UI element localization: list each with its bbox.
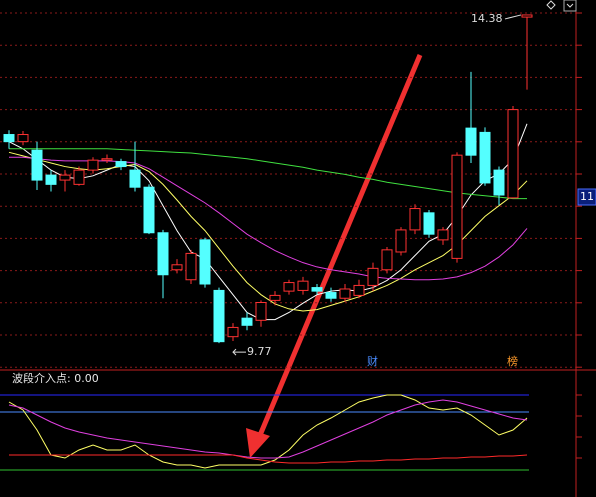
- annotation-arrow: [255, 54, 423, 441]
- candle-body: [45, 174, 57, 185]
- candle-body: [31, 149, 43, 181]
- candle-body: [185, 252, 197, 281]
- max-pointer: [504, 14, 522, 20]
- candle-body: [325, 292, 337, 299]
- candle-body: [479, 131, 491, 184]
- candle-body: [395, 229, 407, 253]
- candle-body: [199, 239, 211, 285]
- candle-body: [171, 264, 183, 271]
- candle-body: [521, 14, 533, 18]
- candle-body: [73, 169, 85, 185]
- candle-body: [101, 158, 113, 161]
- candle-body: [227, 326, 239, 338]
- window-button[interactable]: [563, 0, 577, 12]
- candle-body: [17, 134, 29, 143]
- candle-body: [59, 174, 71, 181]
- candle-body: [409, 208, 421, 231]
- candle-body: [213, 289, 225, 343]
- button-icon: [566, 3, 574, 8]
- max-label: 14.38: [471, 12, 503, 25]
- min-label: 9.77: [247, 345, 272, 358]
- candle-body: [157, 232, 169, 276]
- price-tag: 11: [580, 190, 594, 203]
- candle-body: [507, 109, 519, 199]
- marker: 榜: [507, 354, 518, 368]
- candle-body: [493, 169, 505, 196]
- candle-body: [143, 186, 155, 234]
- candle-body: [283, 282, 295, 292]
- candle-body: [269, 294, 281, 301]
- candle-body: [3, 134, 15, 143]
- line-series: [9, 148, 527, 200]
- candle-body: [437, 229, 449, 241]
- arrow-head: [246, 428, 270, 458]
- candle-body: [241, 317, 253, 326]
- diamond-icon: [546, 0, 556, 10]
- indicator-title: 波段介入点: 0.00: [12, 371, 99, 385]
- candle-body: [353, 284, 365, 296]
- candle-body: [87, 159, 99, 171]
- marker: 财: [367, 354, 378, 368]
- candle-body: [255, 302, 267, 321]
- candle-body: [115, 161, 127, 168]
- candle-body: [381, 249, 393, 271]
- line-series: [8, 399, 528, 459]
- candle-body: [451, 154, 463, 259]
- candle-body: [297, 280, 309, 291]
- candle-body: [129, 169, 141, 188]
- candle-body: [465, 127, 477, 156]
- line-series: [8, 151, 528, 312]
- candle-body: [423, 212, 435, 235]
- price-tag-box: [577, 188, 596, 206]
- line-series: [9, 454, 528, 464]
- candle-body: [367, 267, 379, 286]
- line-series: [8, 123, 528, 321]
- candle-body: [311, 287, 323, 292]
- line-series: [9, 156, 528, 281]
- candle-body: [339, 288, 351, 299]
- line-series: [8, 394, 528, 469]
- min-pointer: [232, 348, 246, 356]
